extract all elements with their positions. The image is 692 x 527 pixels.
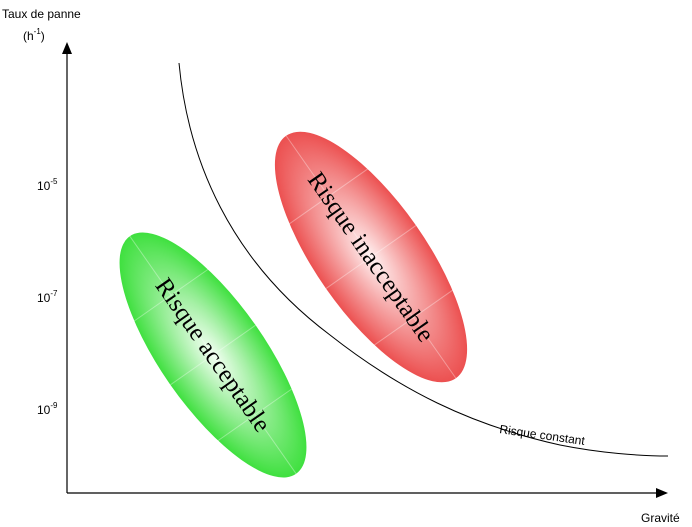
y-axis-title: Taux de panne — [2, 7, 81, 21]
y-tick-label: 10-7 — [37, 289, 58, 305]
acceptable-region: Risque acceptable — [119, 232, 307, 478]
constant-risk-label: Risque constant — [499, 422, 587, 448]
y-axis-unit: (h-1) — [23, 27, 45, 43]
y-tick-label: 10-5 — [37, 177, 58, 193]
unacceptable-region: Risque inacceptable — [274, 131, 468, 383]
y-tick-label: 10-9 — [37, 401, 58, 417]
x-axis-title: Gravité — [641, 511, 680, 525]
constant-risk-curve — [178, 62, 669, 457]
